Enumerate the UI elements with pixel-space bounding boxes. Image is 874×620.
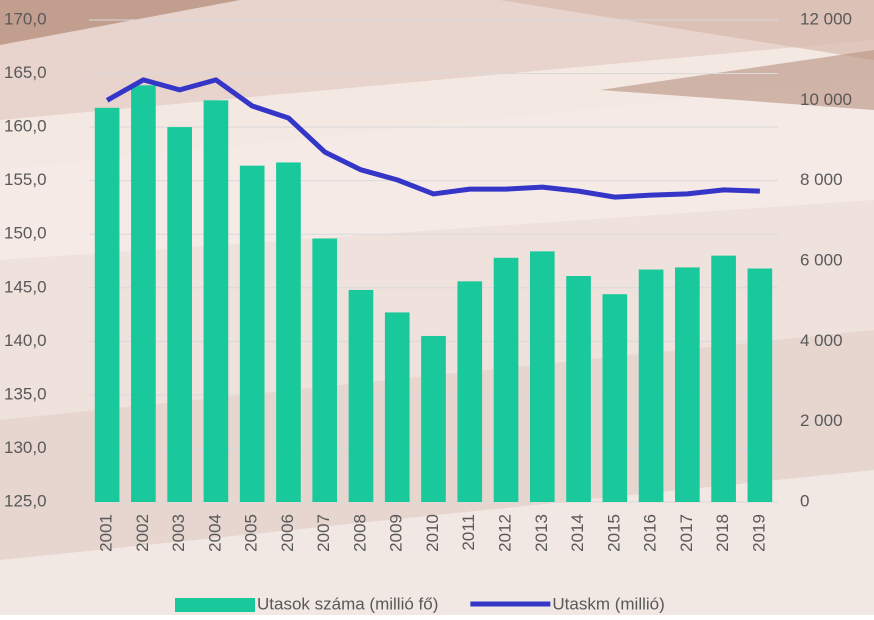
y-tick-label: 140,0: [4, 331, 47, 350]
bar: [675, 267, 700, 502]
y2-tick-label: 10 000: [800, 90, 852, 109]
y-tick-label: 135,0: [4, 384, 47, 403]
bar: [711, 256, 736, 502]
x-tick-label: 2014: [568, 514, 587, 552]
y2-tick-label: 12 000: [800, 9, 852, 28]
y-tick-label: 150,0: [4, 224, 47, 243]
bar: [457, 281, 482, 502]
x-tick-label: 2001: [97, 514, 116, 552]
bar: [748, 268, 773, 502]
x-tick-label: 2007: [314, 514, 333, 552]
y-tick-label: 125,0: [4, 491, 47, 510]
x-tick-label: 2018: [713, 514, 732, 552]
y-tick-label: 145,0: [4, 277, 47, 296]
x-tick-label: 2011: [459, 514, 478, 551]
bar: [204, 100, 229, 502]
legend-label: Utasok száma (millió fő): [257, 594, 438, 613]
x-tick-label: 2002: [133, 514, 152, 552]
chart: 125,0 130,0 135,0 140,0 145,0 150,0 155,0 160,0…: [0, 0, 874, 615]
x-tick-label: 2008: [350, 514, 369, 552]
bar: [349, 290, 374, 502]
legend-swatch: [175, 598, 255, 612]
bar: [602, 294, 627, 502]
x-tick-label: 2017: [677, 514, 696, 552]
x-tick-label: 2004: [205, 514, 224, 552]
y-tick-label: 170,0: [4, 9, 47, 28]
y-tick-label: 155,0: [4, 170, 47, 189]
y-tick-label: 130,0: [4, 438, 47, 457]
y2-tick-label: 0: [800, 491, 809, 510]
y2-tick-label: 2 000: [800, 411, 843, 430]
x-tick-label: 2015: [604, 514, 623, 552]
bar: [167, 127, 192, 502]
bar: [385, 312, 410, 502]
bar: [95, 108, 120, 502]
y-tick-label: 165,0: [4, 63, 47, 82]
x-tick-label: 2012: [496, 514, 515, 552]
bar: [566, 276, 591, 502]
x-tick-label: 2013: [532, 514, 551, 552]
y2-tick-label: 8 000: [800, 170, 843, 189]
y2-tick-label: 4 000: [800, 331, 843, 350]
x-tick-label: 2003: [169, 514, 188, 552]
bar: [276, 162, 301, 502]
x-tick-label: 2006: [278, 514, 297, 552]
y-tick-label: 160,0: [4, 117, 47, 136]
bar: [494, 258, 519, 502]
bar: [131, 85, 156, 502]
x-tick-label: 2016: [641, 514, 660, 552]
x-tick-label: 2009: [387, 514, 406, 552]
x-tick-label: 2010: [423, 514, 442, 552]
bar: [240, 166, 265, 502]
bar: [312, 239, 337, 502]
legend-label: Utaskm (millió): [552, 594, 664, 613]
bar: [421, 336, 446, 502]
x-tick-label: 2005: [242, 514, 261, 552]
x-tick-label: 2019: [749, 514, 768, 552]
bar: [530, 251, 555, 502]
y2-tick-label: 6 000: [800, 250, 843, 269]
bar: [639, 270, 664, 502]
